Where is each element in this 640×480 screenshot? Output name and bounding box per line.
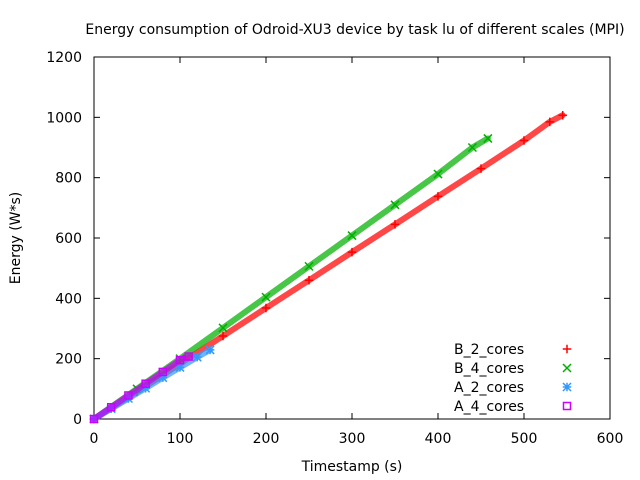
legend: B_2_cores B_4_cores A_2_cores A_4_cores [454, 342, 572, 415]
data-point [347, 231, 357, 241]
data-point [175, 362, 185, 372]
x-tick-label: 300 [339, 431, 366, 447]
legend-marker-a-2-cores [562, 382, 572, 392]
data-point [106, 402, 116, 412]
series-a-4-cores [89, 352, 193, 424]
y-tick-label: 1200 [46, 50, 82, 66]
y-tick-label: 600 [55, 231, 82, 247]
legend-label-b-2-cores: B_2_cores [454, 342, 524, 358]
x-tick-label: 400 [425, 431, 452, 447]
data-point [205, 345, 215, 355]
data-point [545, 117, 555, 127]
x-tick-label: 600 [597, 431, 624, 447]
data-point [141, 383, 151, 393]
data-point [433, 169, 443, 179]
series-layer [89, 110, 567, 424]
data-point [558, 110, 567, 120]
x-axis-ticks: 0 100 200 300 400 500 600 [90, 57, 624, 447]
data-point [261, 303, 271, 313]
y-tick-label: 1000 [46, 110, 82, 126]
data-point [390, 220, 400, 229]
y-tick-label: 0 [73, 412, 82, 428]
plot-frame: 0 100 200 300 400 500 600 0 200 400 600 800 1000 120… [46, 50, 623, 447]
chart-title: Energy consumption of Odroid-XU3 device … [85, 22, 624, 38]
y-axis-ticks: 0 200 400 600 800 1000 1200 [46, 50, 610, 428]
data-point [304, 261, 314, 271]
x-tick-label: 100 [167, 431, 194, 447]
data-point [483, 133, 493, 144]
data-point [89, 414, 99, 424]
data-point [476, 164, 486, 173]
data-point [192, 352, 202, 362]
data-point [304, 275, 314, 285]
x-tick-label: 200 [253, 431, 280, 447]
data-point [158, 367, 168, 377]
data-point [467, 142, 477, 153]
legend-marker-a-4-cores [562, 401, 572, 411]
data-point [175, 355, 185, 365]
legend-label-a-2-cores: A_2_cores [454, 380, 524, 396]
data-point [158, 373, 168, 383]
y-tick-label: 200 [55, 352, 82, 368]
y-axis-label: Energy (W*s) [8, 192, 24, 285]
data-point [390, 200, 400, 210]
data-point [218, 331, 228, 341]
x-tick-label: 500 [511, 431, 538, 447]
legend-marker-b-4-cores [562, 363, 572, 373]
series-dense-band [91, 353, 192, 422]
data-point [124, 391, 133, 400]
y-tick-label: 800 [55, 171, 82, 187]
x-tick-label: 0 [90, 431, 99, 447]
data-point [433, 192, 443, 201]
data-point [141, 379, 150, 388]
y-tick-label: 400 [55, 291, 82, 307]
data-point [184, 352, 193, 361]
legend-label-a-4-cores: A_4_cores [454, 399, 524, 415]
data-point [347, 247, 357, 257]
legend-label-b-4-cores: B_4_cores [454, 361, 524, 377]
data-point [218, 323, 228, 333]
data-point [261, 292, 271, 302]
legend-marker-b-2-cores [562, 344, 572, 354]
data-point [519, 136, 529, 145]
x-axis-label: Timestamp (s) [301, 459, 403, 475]
